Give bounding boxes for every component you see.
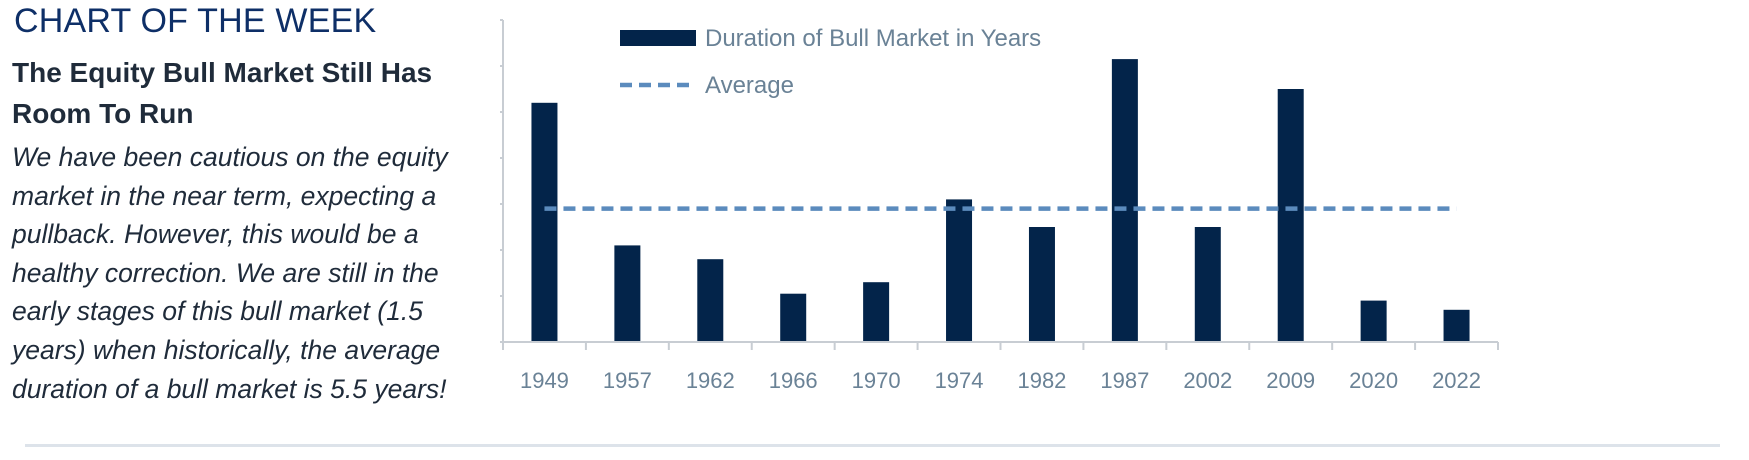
body-text: We have been cautious on the equity mark… <box>12 142 448 404</box>
x-tick-label: 1962 <box>686 368 735 393</box>
legend-label-average: Average <box>705 72 794 99</box>
x-tick-label: 2009 <box>1266 368 1315 393</box>
legend-swatch-duration <box>620 30 696 46</box>
bar-1970 <box>863 282 890 342</box>
legend: Duration of Bull Market in Years Average <box>620 25 1041 99</box>
bar-1974 <box>946 199 973 342</box>
bar-2009 <box>1277 89 1304 342</box>
bar-1957 <box>614 245 641 342</box>
headline: The Equity Bull Market Still Has Room To… <box>12 57 433 129</box>
bar-2002 <box>1194 227 1221 342</box>
bar-chart: 02468101214 1949 1957 1962 1966 1970 1974 1982… <box>500 19 1499 393</box>
x-tick-label: 1982 <box>1017 368 1066 393</box>
bar-1987 <box>1111 59 1138 342</box>
x-tick-label: 1966 <box>769 368 818 393</box>
x-tick-label: 1949 <box>520 368 569 393</box>
x-tick-label: 2022 <box>1432 368 1481 393</box>
bar-1982 <box>1028 227 1055 342</box>
bar-1966 <box>780 293 807 342</box>
x-tick-label: 1957 <box>603 368 652 393</box>
bar-1949 <box>531 102 558 342</box>
bottom-rule <box>25 444 1720 447</box>
bar-1962 <box>697 259 724 342</box>
x-tick-label: 1987 <box>1100 368 1149 393</box>
x-axis-ticks: 1949 1957 1962 1966 1970 1974 1982 1987 2002 2009… <box>502 342 1499 393</box>
bars <box>531 59 1470 342</box>
x-tick-label: 2002 <box>1183 368 1232 393</box>
eyebrow-title: CHART OF THE WEEK <box>14 2 377 40</box>
x-tick-label: 1974 <box>935 368 984 393</box>
y-axis-ticks: 02468101214 <box>500 19 504 343</box>
x-tick-label: 2020 <box>1349 368 1398 393</box>
legend-label-duration: Duration of Bull Market in Years <box>705 25 1041 52</box>
bar-2022 <box>1443 309 1470 342</box>
bar-2020 <box>1360 300 1387 342</box>
x-tick-label: 1970 <box>852 368 901 393</box>
